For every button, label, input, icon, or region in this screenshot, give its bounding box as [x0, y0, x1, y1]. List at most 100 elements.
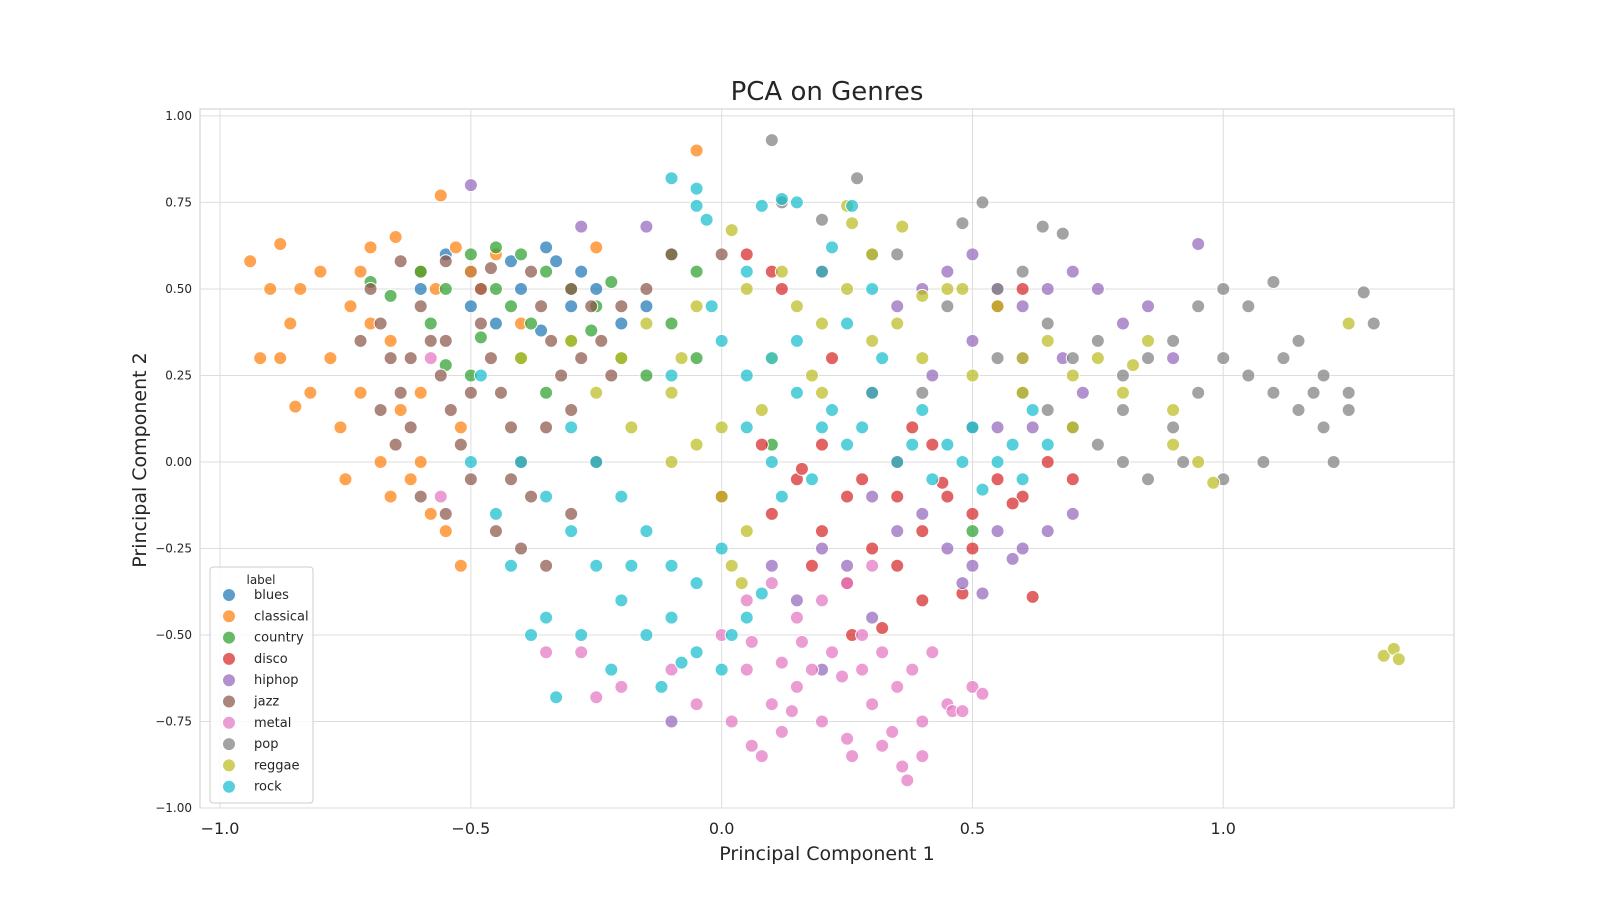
data-point-jazz [483, 261, 498, 276]
legend-marker [222, 609, 236, 624]
data-point-disco [1015, 281, 1030, 296]
legend-label: jazz [253, 695, 279, 710]
data-point-hiphop [1191, 236, 1206, 251]
data-point-jazz [438, 254, 453, 269]
data-point-rock [689, 181, 704, 196]
data-point-blues [614, 316, 629, 331]
data-point-disco [855, 472, 870, 487]
data-point-blues [503, 254, 518, 269]
data-point-reggae [1166, 437, 1181, 452]
legend-label: country [254, 631, 304, 646]
data-point-metal [955, 704, 970, 719]
data-point-metal [774, 655, 789, 670]
data-point-rock [614, 593, 629, 608]
plot-background [199, 108, 1455, 809]
data-point-hiphop [1040, 524, 1055, 539]
data-point-metal [774, 724, 789, 739]
data-point-jazz [413, 489, 428, 504]
data-point-reggae [1090, 351, 1105, 366]
data-point-disco [940, 489, 955, 504]
data-point-metal [965, 679, 980, 694]
data-point-reggae [664, 385, 679, 400]
data-point-rock [739, 610, 754, 625]
data-point-pop [1065, 351, 1080, 366]
data-point-reggae [955, 281, 970, 296]
data-point-reggae [664, 454, 679, 469]
data-point-reggae [1065, 368, 1080, 383]
data-point-rock [1015, 472, 1030, 487]
data-point-metal [794, 634, 809, 649]
x-tick-label: 1.0 [1211, 819, 1236, 838]
scatter-points [243, 133, 1406, 788]
data-point-classical [453, 558, 468, 573]
data-point-hiphop [1141, 299, 1156, 314]
data-point-metal [915, 749, 930, 764]
data-point-pop [1276, 351, 1291, 366]
data-point-rock [955, 454, 970, 469]
data-point-hiphop [1025, 420, 1040, 435]
data-point-metal [865, 558, 880, 573]
data-point-rock [488, 506, 503, 521]
data-point-blues [574, 264, 589, 279]
data-point-reggae [940, 281, 955, 296]
data-point-jazz [463, 472, 478, 487]
data-point-metal [814, 593, 829, 608]
data-point-metal [855, 662, 870, 677]
legend-marker [222, 630, 236, 645]
y-tick-label: 0.75 [165, 195, 192, 209]
legend-label: blues [254, 588, 289, 603]
data-point-hiphop [1040, 281, 1055, 296]
data-point-disco [965, 541, 980, 556]
data-point-rock [754, 198, 769, 213]
data-point-classical [373, 454, 388, 469]
legend-label: reggae [254, 758, 300, 773]
data-point-hiphop [925, 368, 940, 383]
y-tick-label: 1.00 [165, 109, 192, 123]
data-point-reggae [915, 351, 930, 366]
data-point-rock [714, 333, 729, 348]
data-point-classical [253, 351, 268, 366]
legend-label: hiphop [254, 673, 299, 688]
data-point-pop [1216, 351, 1231, 366]
data-point-pop [1316, 420, 1331, 435]
data-point-pop [1115, 403, 1130, 418]
data-point-classical [383, 489, 398, 504]
data-point-jazz [594, 333, 609, 348]
data-point-disco [1025, 589, 1040, 604]
data-point-reggae [624, 420, 639, 435]
data-point-blues [589, 281, 604, 296]
y-tick-label: −1.00 [155, 801, 192, 815]
data-point-jazz [544, 333, 559, 348]
data-point-pop [1356, 285, 1371, 300]
data-point-pop [1316, 368, 1331, 383]
data-point-hiphop [965, 247, 980, 262]
data-point-jazz [373, 316, 388, 331]
data-point-hiphop [639, 219, 654, 234]
data-point-jazz [514, 541, 529, 556]
data-point-pop [1241, 299, 1256, 314]
data-point-rock [1005, 437, 1020, 452]
data-point-hiphop [764, 558, 779, 573]
data-point-pop [1241, 368, 1256, 383]
data-point-disco [875, 621, 890, 636]
data-point-rock [1025, 403, 1040, 418]
data-point-rock [875, 351, 890, 366]
data-point-metal [814, 714, 829, 729]
data-point-metal [825, 645, 840, 660]
data-point-classical [333, 420, 348, 435]
data-point-pop [850, 171, 865, 186]
data-point-pop [1256, 454, 1271, 469]
data-point-metal [589, 690, 604, 705]
data-point-rock [814, 264, 829, 279]
data-point-classical [338, 472, 353, 487]
data-point-rock [804, 472, 819, 487]
legend-label: disco [254, 652, 288, 667]
data-point-metal [875, 645, 890, 660]
data-point-hiphop [990, 524, 1005, 539]
legend-item-jazz: jazz [222, 694, 279, 710]
data-point-country [584, 323, 599, 338]
data-point-jazz [463, 385, 478, 400]
data-point-reggae [814, 316, 829, 331]
data-point-pop [940, 299, 955, 314]
data-point-jazz [438, 506, 453, 521]
